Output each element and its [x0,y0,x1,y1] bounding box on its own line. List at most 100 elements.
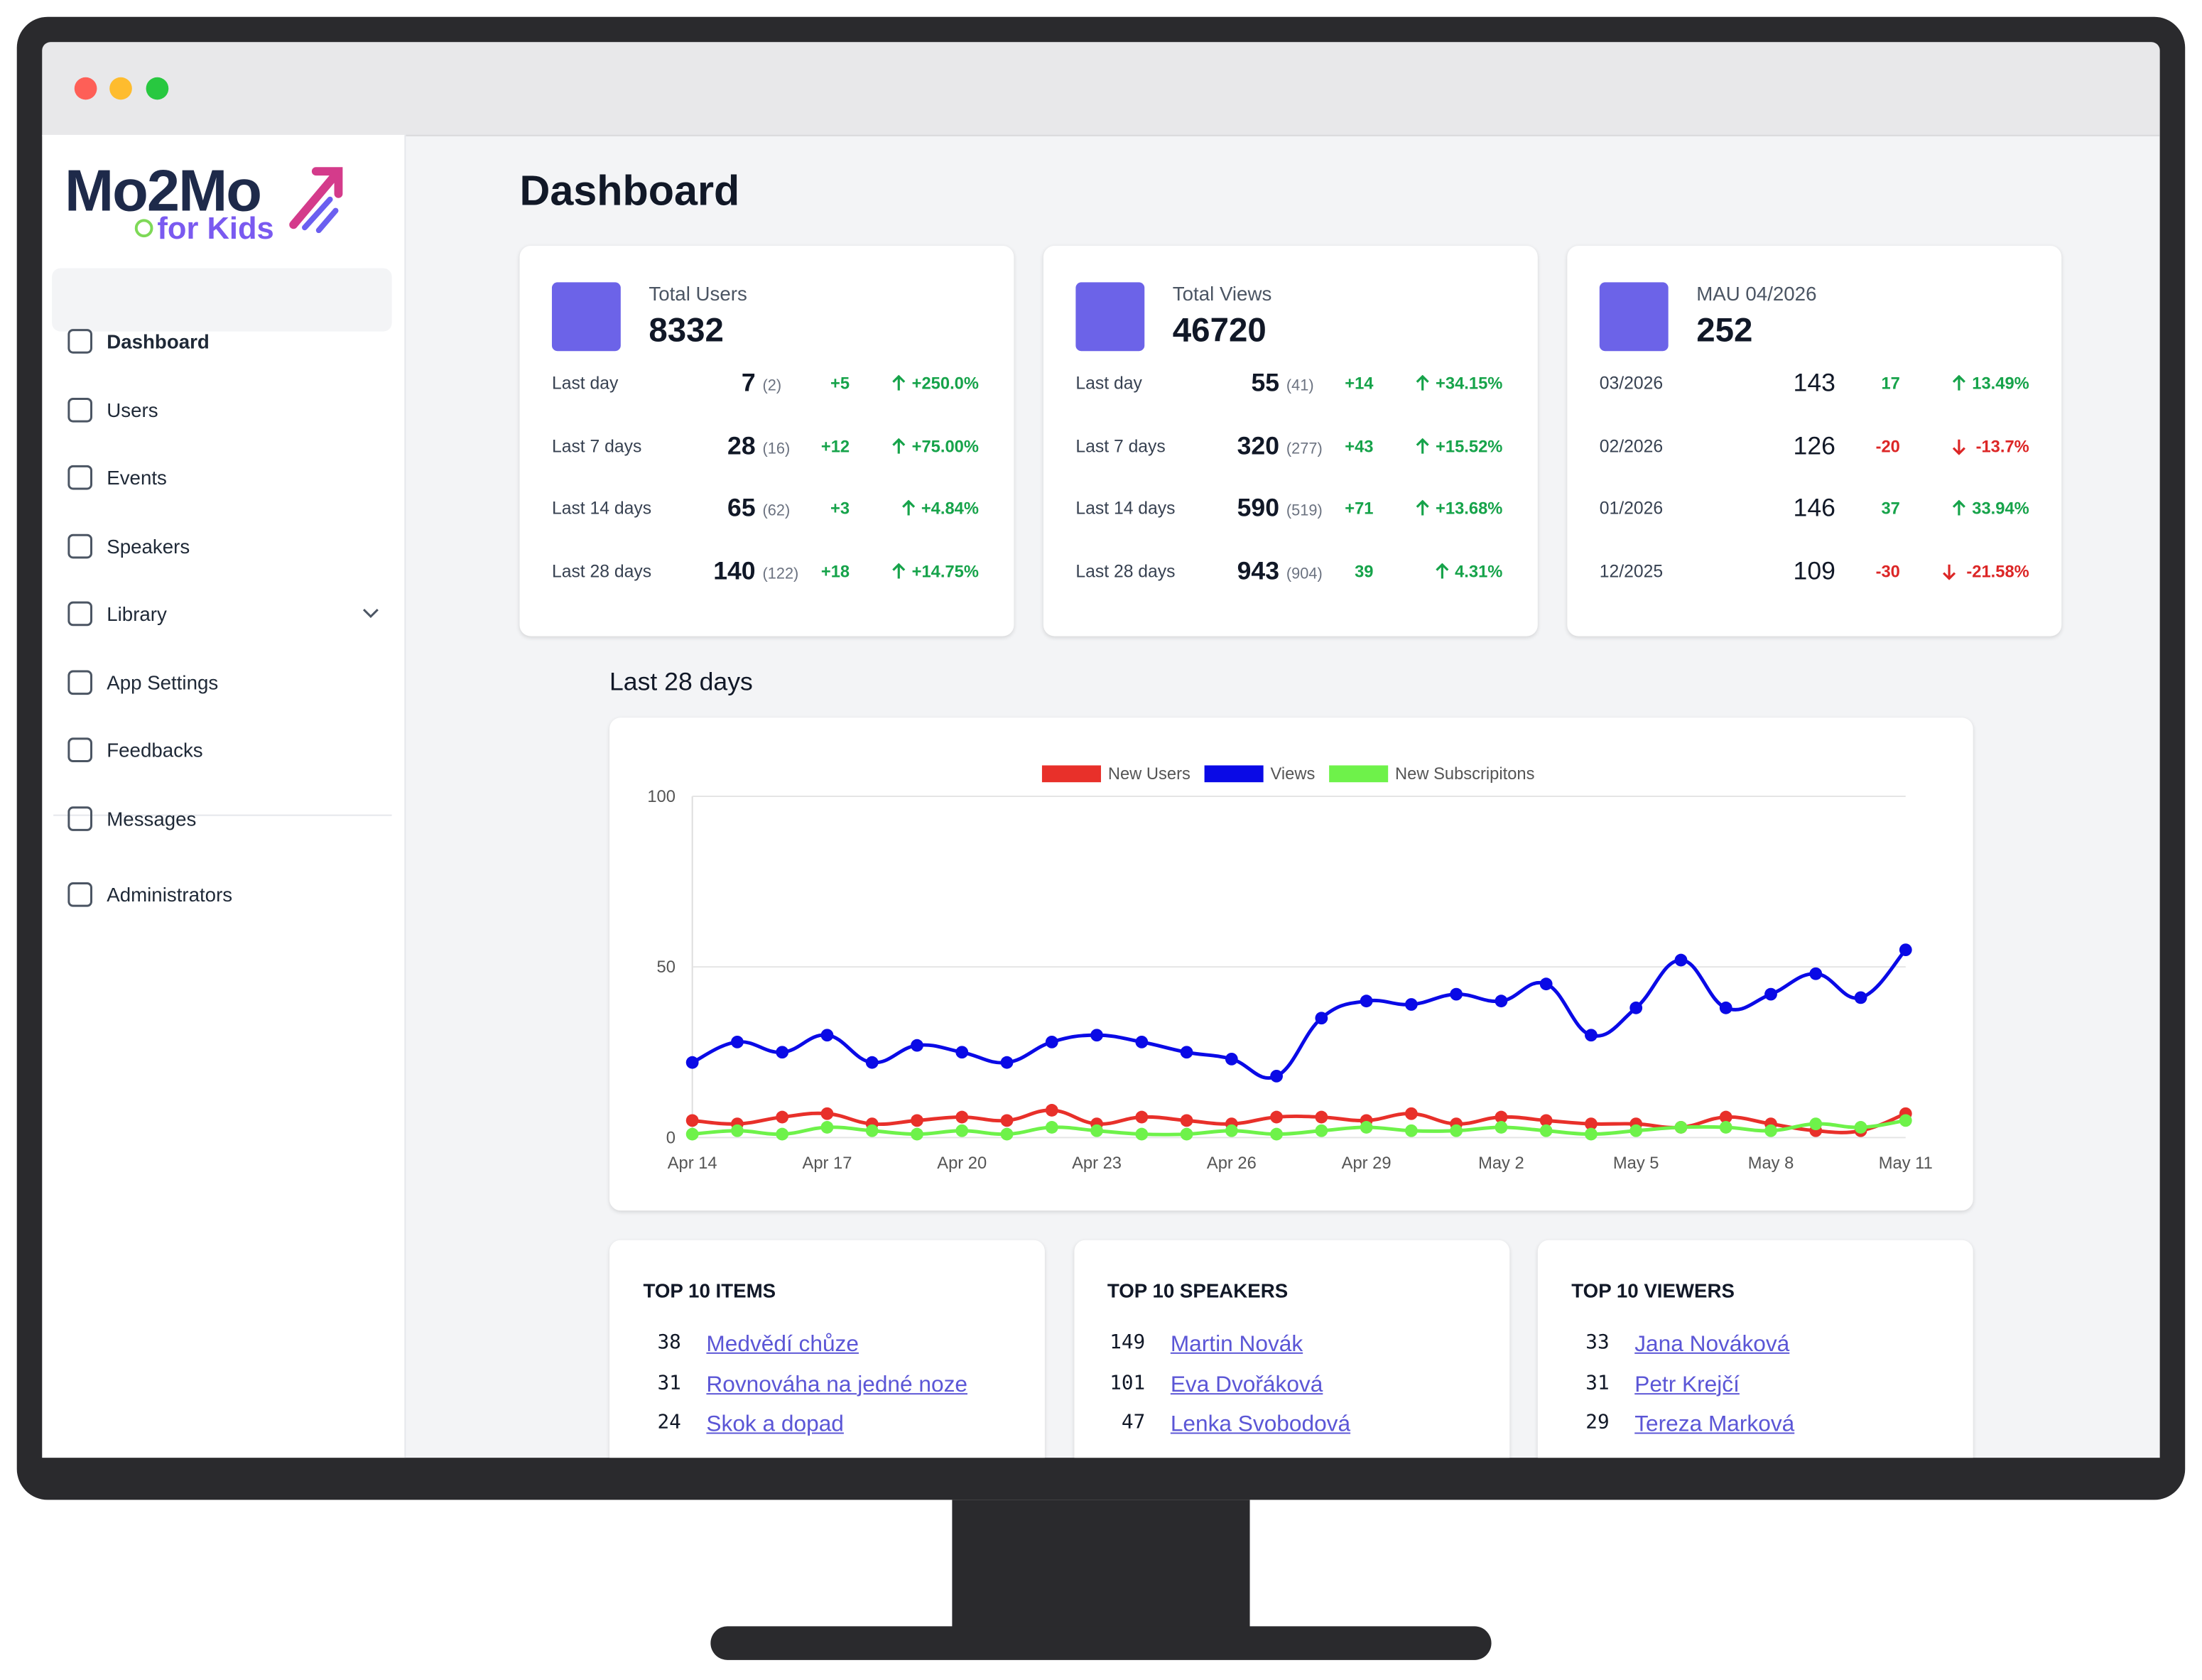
row-change: +15.52% [1436,436,1503,457]
row-change: +4.84% [921,498,979,519]
series-line [692,1118,1907,1137]
data-point [911,1039,923,1052]
data-point [1809,1117,1823,1131]
stat-icon [551,282,621,352]
x-tick-label: Apr 17 [803,1154,852,1173]
nav-icon [67,806,92,831]
nav-item[interactable]: Events [52,447,391,509]
top-list-link[interactable]: Skok a dopad [706,1412,844,1437]
data-point [1404,998,1418,1011]
data-point [1135,1127,1149,1141]
chart: 0 50 100 Apr 14 Apr 17 Apr 20 Apr 23 Apr 26 Apr … [647,765,1933,1173]
top-list-link[interactable]: Petr Krejčí [1634,1372,1740,1397]
top-list-title: TOP 10 VIEWERS [1571,1279,1735,1302]
nav-item[interactable]: App Settings [52,651,391,713]
data-point [1180,1127,1193,1141]
row-value: 126 [1793,431,1835,460]
legend-label: Views [1271,765,1316,784]
data-point [1270,1127,1283,1141]
row-change: -21.58% [1966,561,2029,582]
top-list-link[interactable]: Martin Novák [1170,1333,1303,1357]
data-point [820,1029,834,1042]
close-button[interactable] [74,77,97,100]
top-list-count: 31 [657,1371,681,1394]
top-list-link[interactable]: Medvědí chůze [706,1333,859,1357]
logo-dot [134,219,153,238]
minimize-button[interactable] [109,77,132,100]
nav-label: Events [107,466,167,489]
nav-item[interactable]: Users [52,379,391,441]
monitor-neck [952,1500,1250,1632]
row-label: Last 28 days [1075,561,1176,582]
stat-title: Total Users [649,282,747,305]
nav-item[interactable]: Administrators [52,864,391,926]
x-tick-label: Apr 29 [1342,1154,1392,1173]
legend-label: New Users [1108,765,1191,784]
row-label: Last 7 days [551,436,642,457]
logo-arrow [289,167,343,234]
stat-value: 252 [1696,311,1753,350]
data-point [1809,967,1823,980]
top-list-count: 24 [657,1411,681,1434]
nav-item[interactable]: Speakers [52,516,391,578]
data-point [1000,1127,1014,1141]
row-label: Last 28 days [551,561,652,582]
row-label: Last 7 days [1075,436,1166,457]
row-delta: -30 [1875,561,1900,582]
data-point [1315,1110,1328,1124]
row-change: 33.94% [1972,498,2029,519]
legend-swatch [1329,765,1389,783]
nav-label: Speakers [107,535,190,558]
maximize-button[interactable] [146,77,169,100]
data-point [1719,1001,1732,1014]
x-tick-label: May 2 [1478,1154,1524,1173]
data-point [1495,1110,1508,1124]
row-previous: (904) [1286,565,1323,583]
top-list-link[interactable]: Jana Nováková [1634,1333,1790,1357]
nav-item[interactable]: Messages [52,788,391,850]
data-point [1090,1124,1103,1137]
top-list-count: 47 [1121,1411,1146,1434]
row-previous: (277) [1286,440,1323,458]
nav-item[interactable]: Library [52,582,391,644]
data-point [1180,1046,1193,1059]
data-point [911,1114,923,1127]
top-list-link[interactable]: Lenka Svobodová [1170,1412,1351,1437]
top-list-count: 33 [1585,1331,1610,1354]
row-previous: (62) [762,502,791,520]
row-delta: 39 [1355,561,1374,582]
data-point [731,1124,744,1137]
screen: Mo2Mo for Kids Dashboard Users Events Speak… [42,42,2160,1458]
sidebar: Mo2Mo for Kids Dashboard Users Events Speak… [42,134,406,1458]
row-previous: (2) [762,377,782,395]
x-tick-label: May 11 [1879,1154,1933,1173]
nav-item[interactable]: Feedbacks [52,719,391,781]
nav-label: Feedbacks [107,738,203,762]
monitor-base [710,1626,1492,1660]
data-point [1854,1121,1867,1134]
row-value: 143 [1793,368,1835,397]
row-value: 7 [741,368,756,397]
stat-title: MAU 04/2026 [1696,282,1817,305]
series-line [691,948,1907,1080]
top-list-link[interactable]: Rovnováha na jedné noze [706,1372,967,1397]
top-list-count: 31 [1585,1371,1610,1394]
data-point [1764,987,1777,1001]
top-list-link[interactable]: Eva Dvořáková [1170,1372,1323,1397]
arrow-up [1416,499,1429,516]
data-point [1000,1114,1014,1127]
row-delta: +3 [830,498,850,519]
row-label: Last day [1075,373,1142,394]
stat-card: Total Views 46720 Last day 55 (41) +14 +34.15%… [1043,245,1538,636]
row-change: +75.00% [911,436,979,457]
data-point [865,1056,879,1069]
row-delta: 37 [1881,498,1900,519]
data-point [1899,943,1912,957]
logo-tagline: for Kids [157,210,274,246]
top-list-link[interactable]: Tereza Marková [1634,1412,1795,1437]
data-point [1629,1124,1643,1137]
nav-item[interactable]: Dashboard [52,310,391,372]
data-point [685,1114,699,1127]
row-previous: (519) [1286,502,1323,520]
